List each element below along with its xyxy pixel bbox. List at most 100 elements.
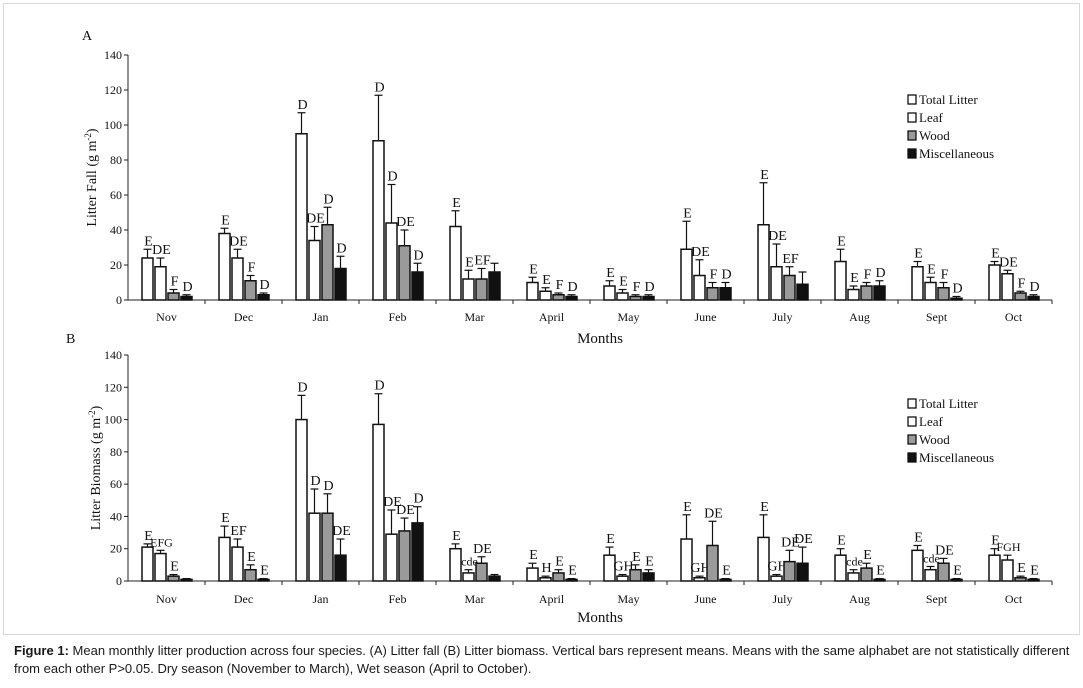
y-axis-label: Litter Biomass (g m-2) xyxy=(87,405,104,530)
bar-wood xyxy=(783,560,796,582)
legend-swatch-total-litter xyxy=(907,398,917,409)
bar-total-litter xyxy=(988,264,1001,301)
bar-leaf xyxy=(770,266,783,301)
bar-miscellaneous xyxy=(1027,578,1040,582)
bar-leaf xyxy=(770,575,783,582)
y-tick-label: 140 xyxy=(104,48,122,62)
significance-letter: E xyxy=(645,555,654,570)
significance-letter: E xyxy=(542,273,551,288)
x-tick-label: Oct xyxy=(1005,310,1023,324)
y-tick-label: 40 xyxy=(110,509,122,523)
significance-letter: E xyxy=(144,529,153,544)
legend-swatch-miscellaneous xyxy=(907,452,917,463)
significance-letter: DE xyxy=(935,543,954,558)
y-tick-label: 40 xyxy=(110,223,122,237)
significance-letter: E xyxy=(837,534,846,549)
bar-leaf xyxy=(847,572,860,582)
significance-letter: DE xyxy=(396,215,415,230)
significance-letter: DE xyxy=(473,542,492,557)
legend-swatch-miscellaneous xyxy=(907,148,917,159)
bar-total-litter xyxy=(449,225,462,301)
significance-letter: E xyxy=(221,213,230,228)
significance-letter: F xyxy=(710,268,718,283)
bar-wood xyxy=(244,280,257,301)
bar-wood xyxy=(860,285,873,301)
significance-letter: DE xyxy=(999,255,1018,270)
bar-miscellaneous xyxy=(1027,295,1040,301)
significance-letter: DE xyxy=(332,524,351,539)
x-tick-label: Oct xyxy=(1005,592,1023,606)
bar-total-litter xyxy=(372,140,385,301)
legend-label: Leaf xyxy=(919,414,943,429)
bar-miscellaneous xyxy=(719,578,732,582)
x-tick-label: Dec xyxy=(234,592,253,606)
y-tick-label: 60 xyxy=(110,477,122,491)
bar-miscellaneous xyxy=(950,578,963,582)
bar-leaf xyxy=(231,546,244,582)
significance-letter: F xyxy=(248,261,256,276)
x-tick-label: Jan xyxy=(313,310,329,324)
legend-swatch-total-litter xyxy=(907,94,917,105)
significance-letter: E xyxy=(760,168,769,183)
bar-miscellaneous xyxy=(950,297,963,301)
significance-letter: cde xyxy=(846,555,863,569)
bar-leaf xyxy=(616,575,629,582)
significance-letter: D xyxy=(875,266,885,281)
x-tick-label: July xyxy=(772,592,792,606)
x-tick-label: Mar xyxy=(465,310,485,324)
x-tick-label: June xyxy=(695,592,717,606)
significance-letter: D xyxy=(567,280,577,295)
significance-letter: D xyxy=(297,380,307,395)
significance-letter: DE xyxy=(306,212,325,227)
significance-letter: E xyxy=(632,550,641,565)
x-tick-label: Dec xyxy=(234,310,253,324)
legend-label: Total Litter xyxy=(919,396,978,411)
bar-leaf xyxy=(924,568,937,582)
bar-miscellaneous xyxy=(257,294,270,301)
bar-total-litter xyxy=(834,260,847,301)
significance-letter: D xyxy=(297,98,307,113)
significance-letter: E xyxy=(606,532,615,547)
bar-miscellaneous xyxy=(180,578,193,582)
bar-wood xyxy=(1014,577,1027,582)
bar-leaf xyxy=(847,288,860,301)
significance-letter: DE xyxy=(781,535,800,550)
x-tick-label: Jan xyxy=(313,592,329,606)
bar-total-litter xyxy=(603,285,616,301)
significance-letter: E xyxy=(568,564,577,579)
y-tick-label: 140 xyxy=(104,348,122,362)
significance-letter: E xyxy=(927,262,936,277)
significance-letter: GH xyxy=(767,560,787,575)
bar-wood xyxy=(244,568,257,582)
bar-miscellaneous xyxy=(411,271,424,301)
bar-leaf xyxy=(616,292,629,301)
y-tick-label: 0 xyxy=(116,574,122,588)
legend-label: Wood xyxy=(919,432,950,447)
significance-letter: E xyxy=(760,500,769,515)
bar-miscellaneous xyxy=(565,578,578,582)
bar-wood xyxy=(706,287,719,301)
bar-wood xyxy=(475,278,488,301)
panel-label-0: A xyxy=(82,29,93,44)
figure-charts: A 0 20 40 60 80 100 120 140 Litter Fall (g m-2) Mo… xyxy=(66,29,1053,626)
significance-letter: E xyxy=(850,271,859,286)
bar-leaf xyxy=(154,552,167,582)
bar-wood xyxy=(1014,292,1027,301)
bar-miscellaneous xyxy=(796,283,809,301)
significance-letter: FGH xyxy=(996,540,1020,554)
bar-leaf xyxy=(308,239,321,301)
significance-letter: E xyxy=(452,196,461,211)
bar-wood xyxy=(706,544,719,582)
bar-miscellaneous xyxy=(719,287,732,301)
bar-miscellaneous xyxy=(873,578,886,582)
bar-total-litter xyxy=(449,547,462,582)
significance-letter: D xyxy=(1029,280,1039,295)
bar-wood xyxy=(398,245,411,301)
y-tick-label: 60 xyxy=(110,188,122,202)
significance-letter: D xyxy=(387,170,397,185)
legend-label: Leaf xyxy=(919,110,943,125)
legend-label: Wood xyxy=(919,128,950,143)
significance-letter: E xyxy=(953,564,962,579)
x-tick-label: June xyxy=(695,310,717,324)
caption-label: Figure 1: xyxy=(14,643,69,658)
